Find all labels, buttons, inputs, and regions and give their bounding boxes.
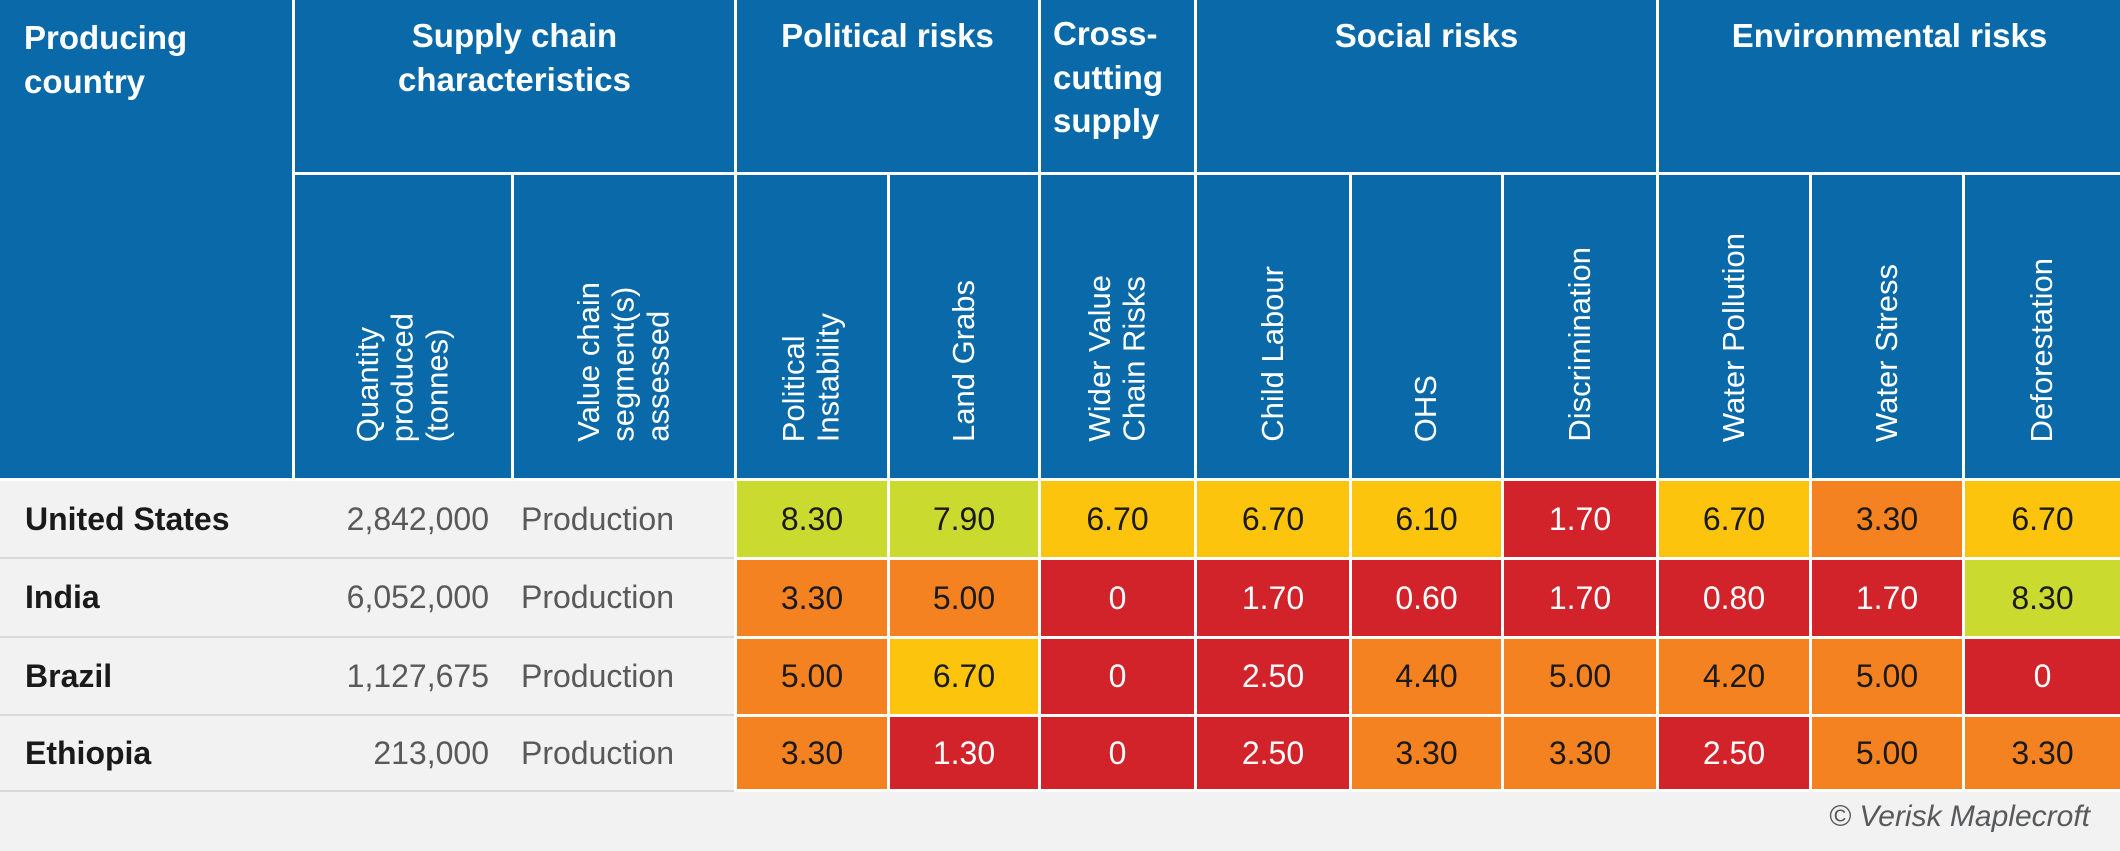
score-cell: 6.70 (1038, 478, 1194, 557)
score-cell: 1.70 (1809, 557, 1962, 636)
score-cell: 3.30 (1809, 478, 1962, 557)
score-cell: 6.70 (1656, 478, 1809, 557)
score-cell: 5.00 (1809, 636, 1962, 714)
sub-header-label: Land Grabs (945, 280, 981, 442)
segment-cell: Production (511, 478, 734, 557)
country-cell: Brazil (0, 636, 292, 714)
sub-header-label: Discrimination (1561, 247, 1597, 442)
score-cell: 6.70 (1962, 478, 2120, 557)
sub-header-label: OHS (1408, 374, 1444, 442)
country-cell: Ethiopia (0, 714, 292, 792)
score-cell: 3.30 (734, 714, 887, 792)
segment-cell: Production (511, 714, 734, 792)
col-group-supply-chain-characteristics: Supply chain characteristics (292, 0, 734, 172)
sub-header-water-stress: Water Stress (1809, 172, 1962, 478)
score-cell: 2.50 (1194, 636, 1349, 714)
score-cell: 3.30 (1962, 714, 2120, 792)
sub-header-label: Wider Value Chain Risks (1081, 275, 1152, 442)
score-cell: 8.30 (1962, 557, 2120, 636)
score-cell: 0 (1962, 636, 2120, 714)
copyright-text: © Verisk Maplecroft (1828, 800, 2090, 833)
sub-header-label: Deforestation (2024, 257, 2060, 442)
score-cell: 7.90 (887, 478, 1038, 557)
score-cell: 3.30 (1349, 714, 1501, 792)
score-cell: 4.40 (1349, 636, 1501, 714)
country-cell: United States (0, 478, 292, 557)
col-group-social-risks: Social risks (1194, 0, 1656, 172)
score-cell: 8.30 (734, 478, 887, 557)
score-cell: 3.30 (734, 557, 887, 636)
sub-header-political-instability: Political Instability (734, 172, 887, 478)
sub-header-label: Quantity produced (tonnes) (349, 312, 455, 442)
score-cell: 1.30 (887, 714, 1038, 792)
sub-header-ohs: OHS (1349, 172, 1501, 478)
quantity-cell: 2,842,000 (292, 478, 511, 557)
score-cell: 5.00 (1809, 714, 1962, 792)
score-cell: 6.70 (887, 636, 1038, 714)
quantity-cell: 213,000 (292, 714, 511, 792)
score-cell: 5.00 (887, 557, 1038, 636)
score-cell: 0 (1038, 557, 1194, 636)
score-cell: 1.70 (1194, 557, 1349, 636)
col-group-political-risks: Political risks (734, 0, 1038, 172)
score-cell: 3.30 (1501, 714, 1656, 792)
segment-cell: Production (511, 557, 734, 636)
score-cell: 1.70 (1501, 557, 1656, 636)
score-cell: 2.50 (1656, 714, 1809, 792)
score-cell: 2.50 (1194, 714, 1349, 792)
score-cell: 0.80 (1656, 557, 1809, 636)
col-group-cross-cutting-supply: Cross- cutting supply (1038, 0, 1194, 172)
quantity-cell: 6,052,000 (292, 557, 511, 636)
score-cell: 0 (1038, 636, 1194, 714)
risk-table: Producing country Supply chain character… (0, 0, 2120, 792)
segment-cell: Production (511, 636, 734, 714)
score-cell: 5.00 (734, 636, 887, 714)
sub-header-value-chain-segment: Value chain segment(s) assessed (511, 172, 734, 478)
sub-header-land-grabs: Land Grabs (887, 172, 1038, 478)
score-cell: 6.70 (1194, 478, 1349, 557)
sub-header-child-labour: Child Labour (1194, 172, 1349, 478)
score-cell: 0 (1038, 714, 1194, 792)
col-group-producing-country: Producing country (0, 0, 292, 478)
col-group-environmental-risks: Environmental risks (1656, 0, 2120, 172)
sub-header-label: Water Stress (1868, 264, 1904, 442)
country-cell: India (0, 557, 292, 636)
score-cell: 1.70 (1501, 478, 1656, 557)
sub-header-label: Child Labour (1254, 266, 1290, 442)
score-cell: 0.60 (1349, 557, 1501, 636)
sub-header-wider-value-chain-risks: Wider Value Chain Risks (1038, 172, 1194, 478)
sub-header-quantity-produced: Quantity produced (tonnes) (292, 172, 511, 478)
score-cell: 6.10 (1349, 478, 1501, 557)
score-cell: 4.20 (1656, 636, 1809, 714)
quantity-cell: 1,127,675 (292, 636, 511, 714)
table-footer: © Verisk Maplecroft (0, 792, 2120, 851)
sub-header-label: Water Pollution (1715, 232, 1751, 442)
score-cell: 5.00 (1501, 636, 1656, 714)
sub-header-deforestation: Deforestation (1962, 172, 2120, 478)
sub-header-label: Value chain segment(s) assessed (570, 282, 676, 442)
sub-header-discrimination: Discrimination (1501, 172, 1656, 478)
sub-header-label: Political Instability (776, 312, 846, 442)
sub-header-water-pollution: Water Pollution (1656, 172, 1809, 478)
